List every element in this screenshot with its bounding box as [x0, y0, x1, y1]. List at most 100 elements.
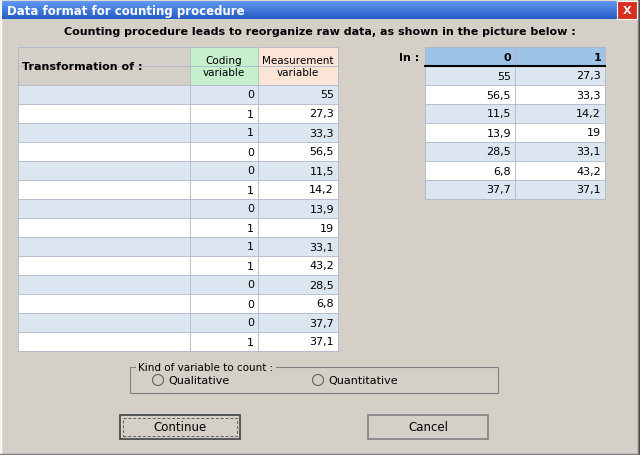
Text: 27,3: 27,3	[309, 109, 334, 119]
Text: 0: 0	[247, 318, 254, 328]
Bar	[2, 6, 617, 7]
Circle shape	[312, 374, 323, 386]
Bar	[2, 9, 617, 10]
Bar	[18, 181, 338, 200]
Bar	[2, 12, 617, 13]
Text: X: X	[623, 6, 631, 16]
Bar	[18, 294, 338, 313]
Bar	[2, 4, 617, 5]
Bar	[425, 48, 605, 67]
Text: 37,7: 37,7	[309, 318, 334, 328]
Text: 19: 19	[587, 128, 601, 138]
Text: Coding: Coding	[205, 56, 243, 66]
Bar	[425, 86, 605, 105]
Text: Cancel: Cancel	[408, 420, 448, 434]
Bar	[368, 415, 488, 439]
Bar	[2, 7, 617, 8]
Text: 33,3: 33,3	[577, 90, 601, 100]
Text: 37,1: 37,1	[577, 185, 601, 195]
Bar	[2, 3, 617, 4]
Bar	[425, 67, 605, 86]
Text: Qualitative: Qualitative	[168, 375, 230, 385]
Bar	[2, 17, 617, 18]
Bar	[18, 332, 338, 351]
Text: Continue: Continue	[154, 420, 207, 434]
Bar	[258, 48, 338, 86]
Bar	[2, 2, 617, 3]
Text: 27,3: 27,3	[576, 71, 601, 81]
Bar	[18, 162, 338, 181]
Text: 1: 1	[247, 261, 254, 271]
Bar	[2, 13, 617, 14]
Text: 1: 1	[247, 185, 254, 195]
Bar	[2, 17, 617, 18]
Text: 37,7: 37,7	[486, 185, 511, 195]
Bar	[425, 181, 605, 200]
Text: 33,3: 33,3	[310, 128, 334, 138]
Bar	[2, 6, 617, 7]
Text: 1: 1	[593, 52, 601, 62]
Bar	[18, 257, 338, 275]
Bar	[2, 18, 617, 19]
Bar	[2, 11, 617, 12]
Bar	[18, 86, 338, 105]
Bar	[425, 143, 605, 162]
Text: 6,8: 6,8	[493, 166, 511, 176]
Text: Counting procedure leads to reorganize raw data, as shown in the picture below :: Counting procedure leads to reorganize r…	[64, 27, 576, 37]
Bar	[2, 19, 617, 20]
Text: 56,5: 56,5	[486, 90, 511, 100]
Text: 0: 0	[504, 52, 511, 62]
Bar	[2, 15, 617, 16]
Bar	[2, 10, 617, 11]
Bar	[2, 19, 617, 20]
Text: 37,1: 37,1	[309, 337, 334, 347]
Text: 19: 19	[320, 223, 334, 233]
Text: 1: 1	[247, 337, 254, 347]
Bar	[2, 16, 617, 17]
Bar	[18, 238, 338, 257]
Bar	[18, 218, 338, 238]
Text: 14,2: 14,2	[309, 185, 334, 195]
Text: 14,2: 14,2	[576, 109, 601, 119]
Text: 1: 1	[247, 223, 254, 233]
Text: 6,8: 6,8	[316, 299, 334, 309]
Text: In :: In :	[399, 52, 419, 62]
Bar	[123, 418, 237, 436]
Text: 28,5: 28,5	[309, 280, 334, 290]
Text: Transformation of :: Transformation of :	[22, 62, 143, 72]
Bar	[2, 2, 617, 3]
Text: 0: 0	[247, 147, 254, 157]
Text: 11,5: 11,5	[486, 109, 511, 119]
Bar	[2, 5, 617, 6]
Text: Measurement: Measurement	[262, 56, 333, 66]
Bar	[190, 48, 258, 86]
Text: 11,5: 11,5	[310, 166, 334, 176]
Text: 43,2: 43,2	[576, 166, 601, 176]
Bar	[18, 200, 338, 218]
Text: 13,9: 13,9	[486, 128, 511, 138]
Text: 13,9: 13,9	[309, 204, 334, 214]
Text: Data format for counting procedure: Data format for counting procedure	[7, 5, 244, 17]
Text: 55: 55	[320, 90, 334, 100]
Text: 28,5: 28,5	[486, 147, 511, 157]
Bar	[425, 105, 605, 124]
Text: 56,5: 56,5	[310, 147, 334, 157]
Text: 1: 1	[247, 109, 254, 119]
Text: Quantitative: Quantitative	[328, 375, 398, 385]
Bar	[18, 105, 338, 124]
Bar	[617, 2, 637, 20]
Text: 0: 0	[247, 280, 254, 290]
Text: 0: 0	[247, 204, 254, 214]
Text: 0: 0	[247, 90, 254, 100]
Text: 33,1: 33,1	[310, 242, 334, 252]
Bar	[2, 8, 617, 9]
Bar	[425, 162, 605, 181]
Bar	[18, 124, 338, 143]
Bar	[136, 362, 276, 372]
Text: variable: variable	[277, 67, 319, 77]
Bar	[18, 313, 338, 332]
Bar	[2, 14, 617, 15]
Text: 0: 0	[247, 166, 254, 176]
Bar	[2, 8, 617, 9]
Text: 33,1: 33,1	[577, 147, 601, 157]
